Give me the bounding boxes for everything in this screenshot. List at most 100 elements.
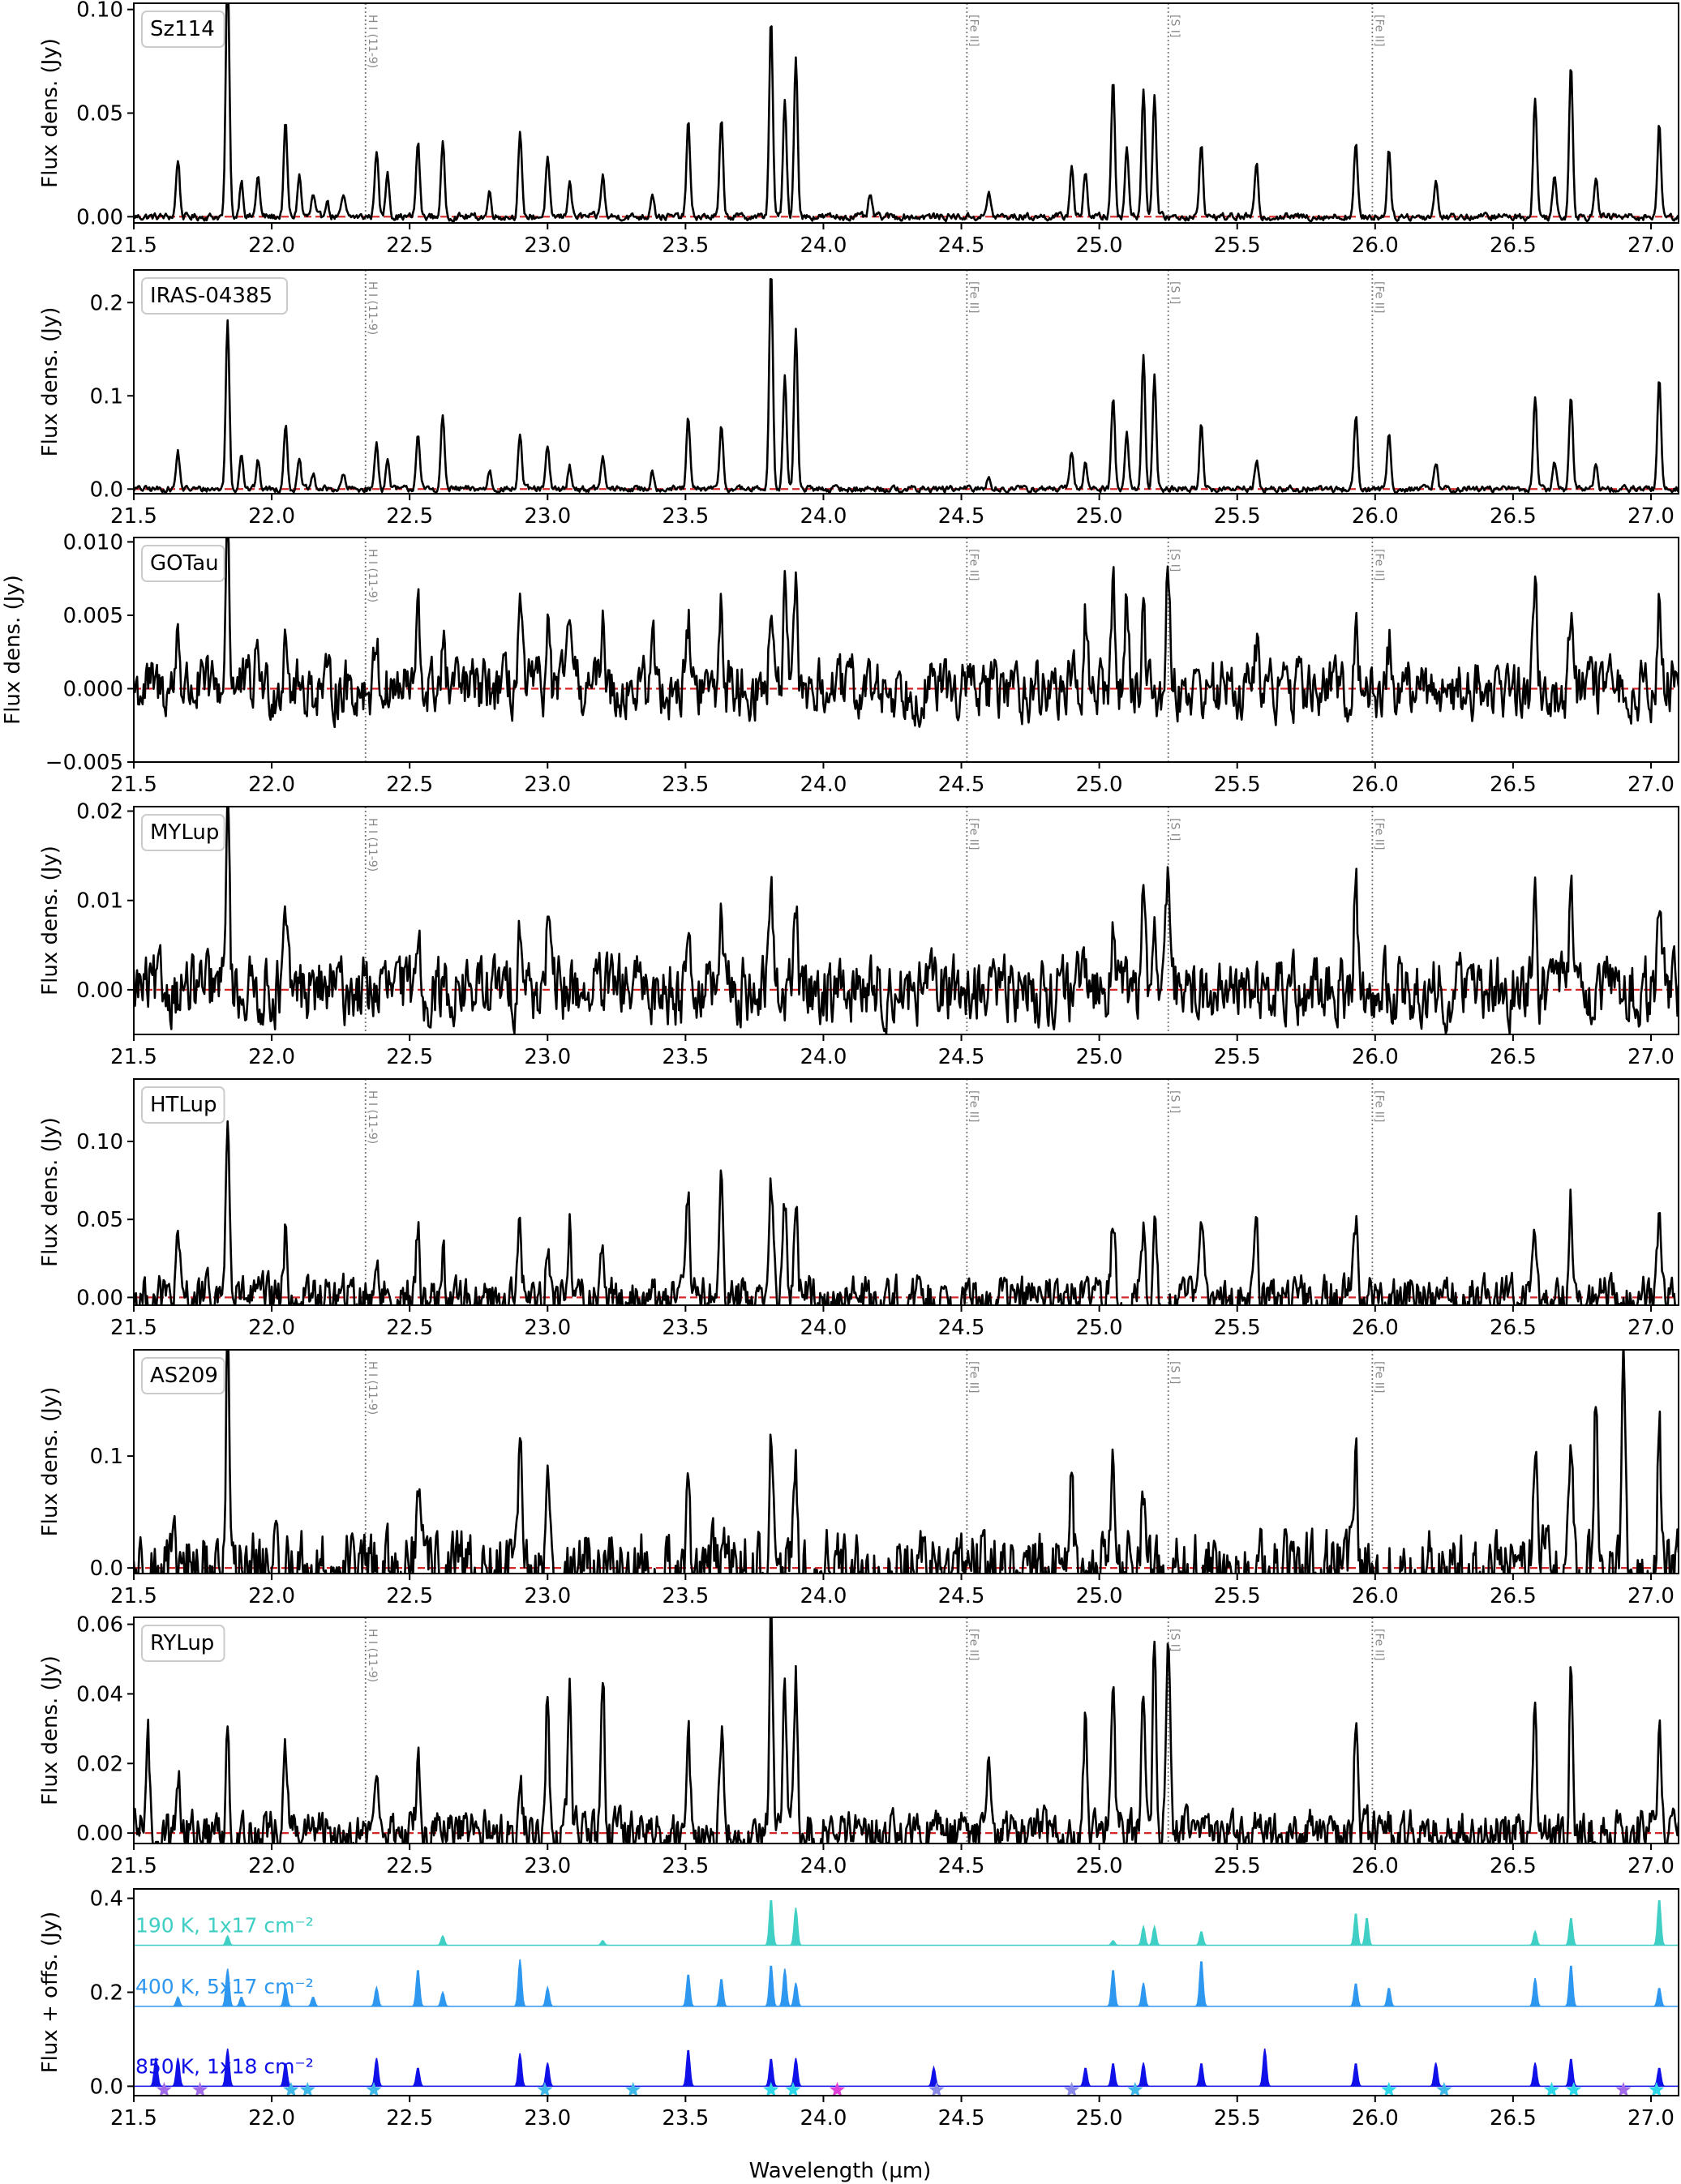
x-tick-label: 23.0 (524, 233, 571, 258)
y-axis-label: Flux dens. (Jy) (38, 38, 62, 188)
x-tick-label: 22.0 (248, 773, 295, 797)
y-tick-label: −0.005 (45, 751, 123, 775)
x-axis-label: Wavelength (µm) (749, 2159, 932, 2183)
y-tick-label: 0.00 (76, 1286, 123, 1310)
x-tick-label: 22.0 (248, 1045, 295, 1069)
x-tick-label: 26.5 (1490, 504, 1537, 529)
panel-name-box: GOTau (141, 545, 225, 582)
x-tick-label: 25.0 (1076, 1045, 1123, 1069)
x-tick-label: 22.5 (386, 1584, 433, 1608)
x-tick-label: 27.0 (1627, 504, 1675, 529)
x-tick-label: 22.5 (386, 773, 433, 797)
x-tick-label: 27.0 (1627, 2106, 1675, 2130)
x-tick-label: 22.0 (248, 2106, 295, 2130)
x-tick-label: 24.0 (800, 233, 847, 258)
y-tick-label: 0.02 (76, 800, 123, 824)
line-marker-label: [S I] (1169, 15, 1181, 37)
line-marker-label: [Fe II] (967, 549, 980, 581)
axes-frame (133, 806, 1679, 1035)
line-marker-label: [Fe II] (1372, 549, 1385, 581)
panel-rylup: H I (11-9) [Fe II] [S I] [Fe II] 21.5 22.0 22.… (38, 1613, 1679, 1878)
axes-frame (133, 1617, 1679, 1844)
panel-as209: H I (11-9) [Fe II] [S I] [Fe II] 21.5 22.0 22.… (38, 1349, 1679, 1608)
star-marker (1615, 2082, 1632, 2097)
panel-htlup: H I (11-9) [Fe II] [S I] [Fe II] 21.5 22.0 22.… (38, 1078, 1679, 1340)
x-tick-label: 21.5 (110, 1316, 157, 1340)
star-marker (829, 2082, 845, 2097)
panel-name-box: MYLup (141, 814, 225, 851)
y-axis-label: Flux dens. (Jy) (38, 846, 62, 996)
x-tick-label: 21.5 (110, 233, 157, 258)
star-marker (156, 2082, 172, 2097)
star-marker (1381, 2082, 1397, 2097)
x-tick-label: 24.0 (800, 1316, 847, 1340)
y-tick-label: 0.00 (76, 1822, 123, 1846)
x-tick-label: 26.0 (1352, 233, 1399, 258)
x-tick-label: 22.5 (386, 504, 433, 529)
y-tick-label: 0.000 (63, 677, 123, 701)
x-tick-label: 21.5 (110, 773, 157, 797)
line-marker-label: [Fe II] (1372, 818, 1385, 850)
x-tick-label: 25.0 (1076, 233, 1123, 258)
x-tick-label: 22.0 (248, 1316, 295, 1340)
model-label: 850 K, 1x18 cm⁻² (135, 2054, 314, 2078)
x-tick-label: 24.0 (800, 504, 847, 529)
star-marker (763, 2082, 779, 2097)
x-tick-label: 22.5 (386, 233, 433, 258)
y-tick-label: 0.10 (76, 0, 123, 23)
axes-frame (133, 1349, 1679, 1574)
x-tick-label: 26.0 (1352, 1316, 1399, 1340)
y-tick-label: 0.005 (63, 604, 123, 628)
panel-mylup: H I (11-9) [Fe II] [S I] [Fe II] 21.5 22.0 22.… (38, 800, 1679, 1069)
x-tick-label: 23.0 (524, 1584, 571, 1608)
line-marker-label: [S I] (1169, 549, 1181, 572)
y-tick-label: 0.010 (63, 530, 123, 555)
panel-name: HTLup (150, 1093, 217, 1117)
x-tick-label: 22.0 (248, 504, 295, 529)
spectrum-line (134, 537, 1679, 729)
star-marker (928, 2082, 945, 2097)
model-spectrum (134, 2048, 1679, 2088)
x-tick-label: 25.5 (1214, 1854, 1261, 1878)
line-marker-label: [Fe II] (1372, 281, 1385, 314)
x-tick-label: 26.0 (1352, 773, 1399, 797)
y-tick-label: 0.01 (76, 889, 123, 914)
y-tick-label: 0.2 (90, 291, 123, 315)
model-spectrum (134, 1899, 1679, 1946)
x-tick-label: 23.0 (524, 504, 571, 529)
star-marker (537, 2082, 553, 2097)
y-axis-label: Flux dens. (Jy) (38, 1387, 62, 1537)
spectrum-line (134, 278, 1679, 494)
spectrum-line (134, 3, 1679, 223)
model-label: 400 K, 5x17 cm⁻² (135, 1975, 314, 1998)
y-axis-label: Flux dens. (Jy) (38, 1655, 62, 1805)
x-tick-label: 25.5 (1214, 773, 1261, 797)
x-tick-label: 24.5 (938, 1045, 985, 1069)
panel-iras-04385: H I (11-9) [Fe II] [S I] [Fe II] 21.5 22.0 22.… (38, 269, 1679, 529)
x-tick-label: 24.5 (938, 1854, 985, 1878)
x-tick-label: 27.0 (1627, 1045, 1675, 1069)
line-marker-label: [S I] (1169, 818, 1181, 841)
line-marker-label: [Fe II] (967, 818, 980, 850)
x-tick-label: 24.5 (938, 1316, 985, 1340)
x-tick-label: 23.0 (524, 1045, 571, 1069)
x-tick-label: 25.5 (1214, 1316, 1261, 1340)
x-tick-label: 25.5 (1214, 2106, 1261, 2130)
x-tick-label: 23.5 (662, 1854, 709, 1878)
star-marker (1649, 2082, 1665, 2097)
y-tick-label: 0.0 (90, 1557, 123, 1581)
x-tick-label: 25.5 (1214, 504, 1261, 529)
x-tick-label: 23.0 (524, 1316, 571, 1340)
y-tick-label: 0.00 (76, 979, 123, 1003)
y-tick-label: 0.10 (76, 1130, 123, 1154)
x-tick-label: 21.5 (110, 1045, 157, 1069)
x-tick-label: 26.5 (1490, 1045, 1537, 1069)
spectrum-line (134, 807, 1679, 1034)
model-label: 190 K, 1x17 cm⁻² (135, 1914, 314, 1938)
line-marker-label: [S I] (1169, 1629, 1181, 1651)
panel-name: RYLup (150, 1631, 214, 1655)
x-tick-label: 26.0 (1352, 504, 1399, 529)
x-tick-label: 23.0 (524, 773, 571, 797)
line-marker-label: [Fe II] (967, 15, 980, 47)
